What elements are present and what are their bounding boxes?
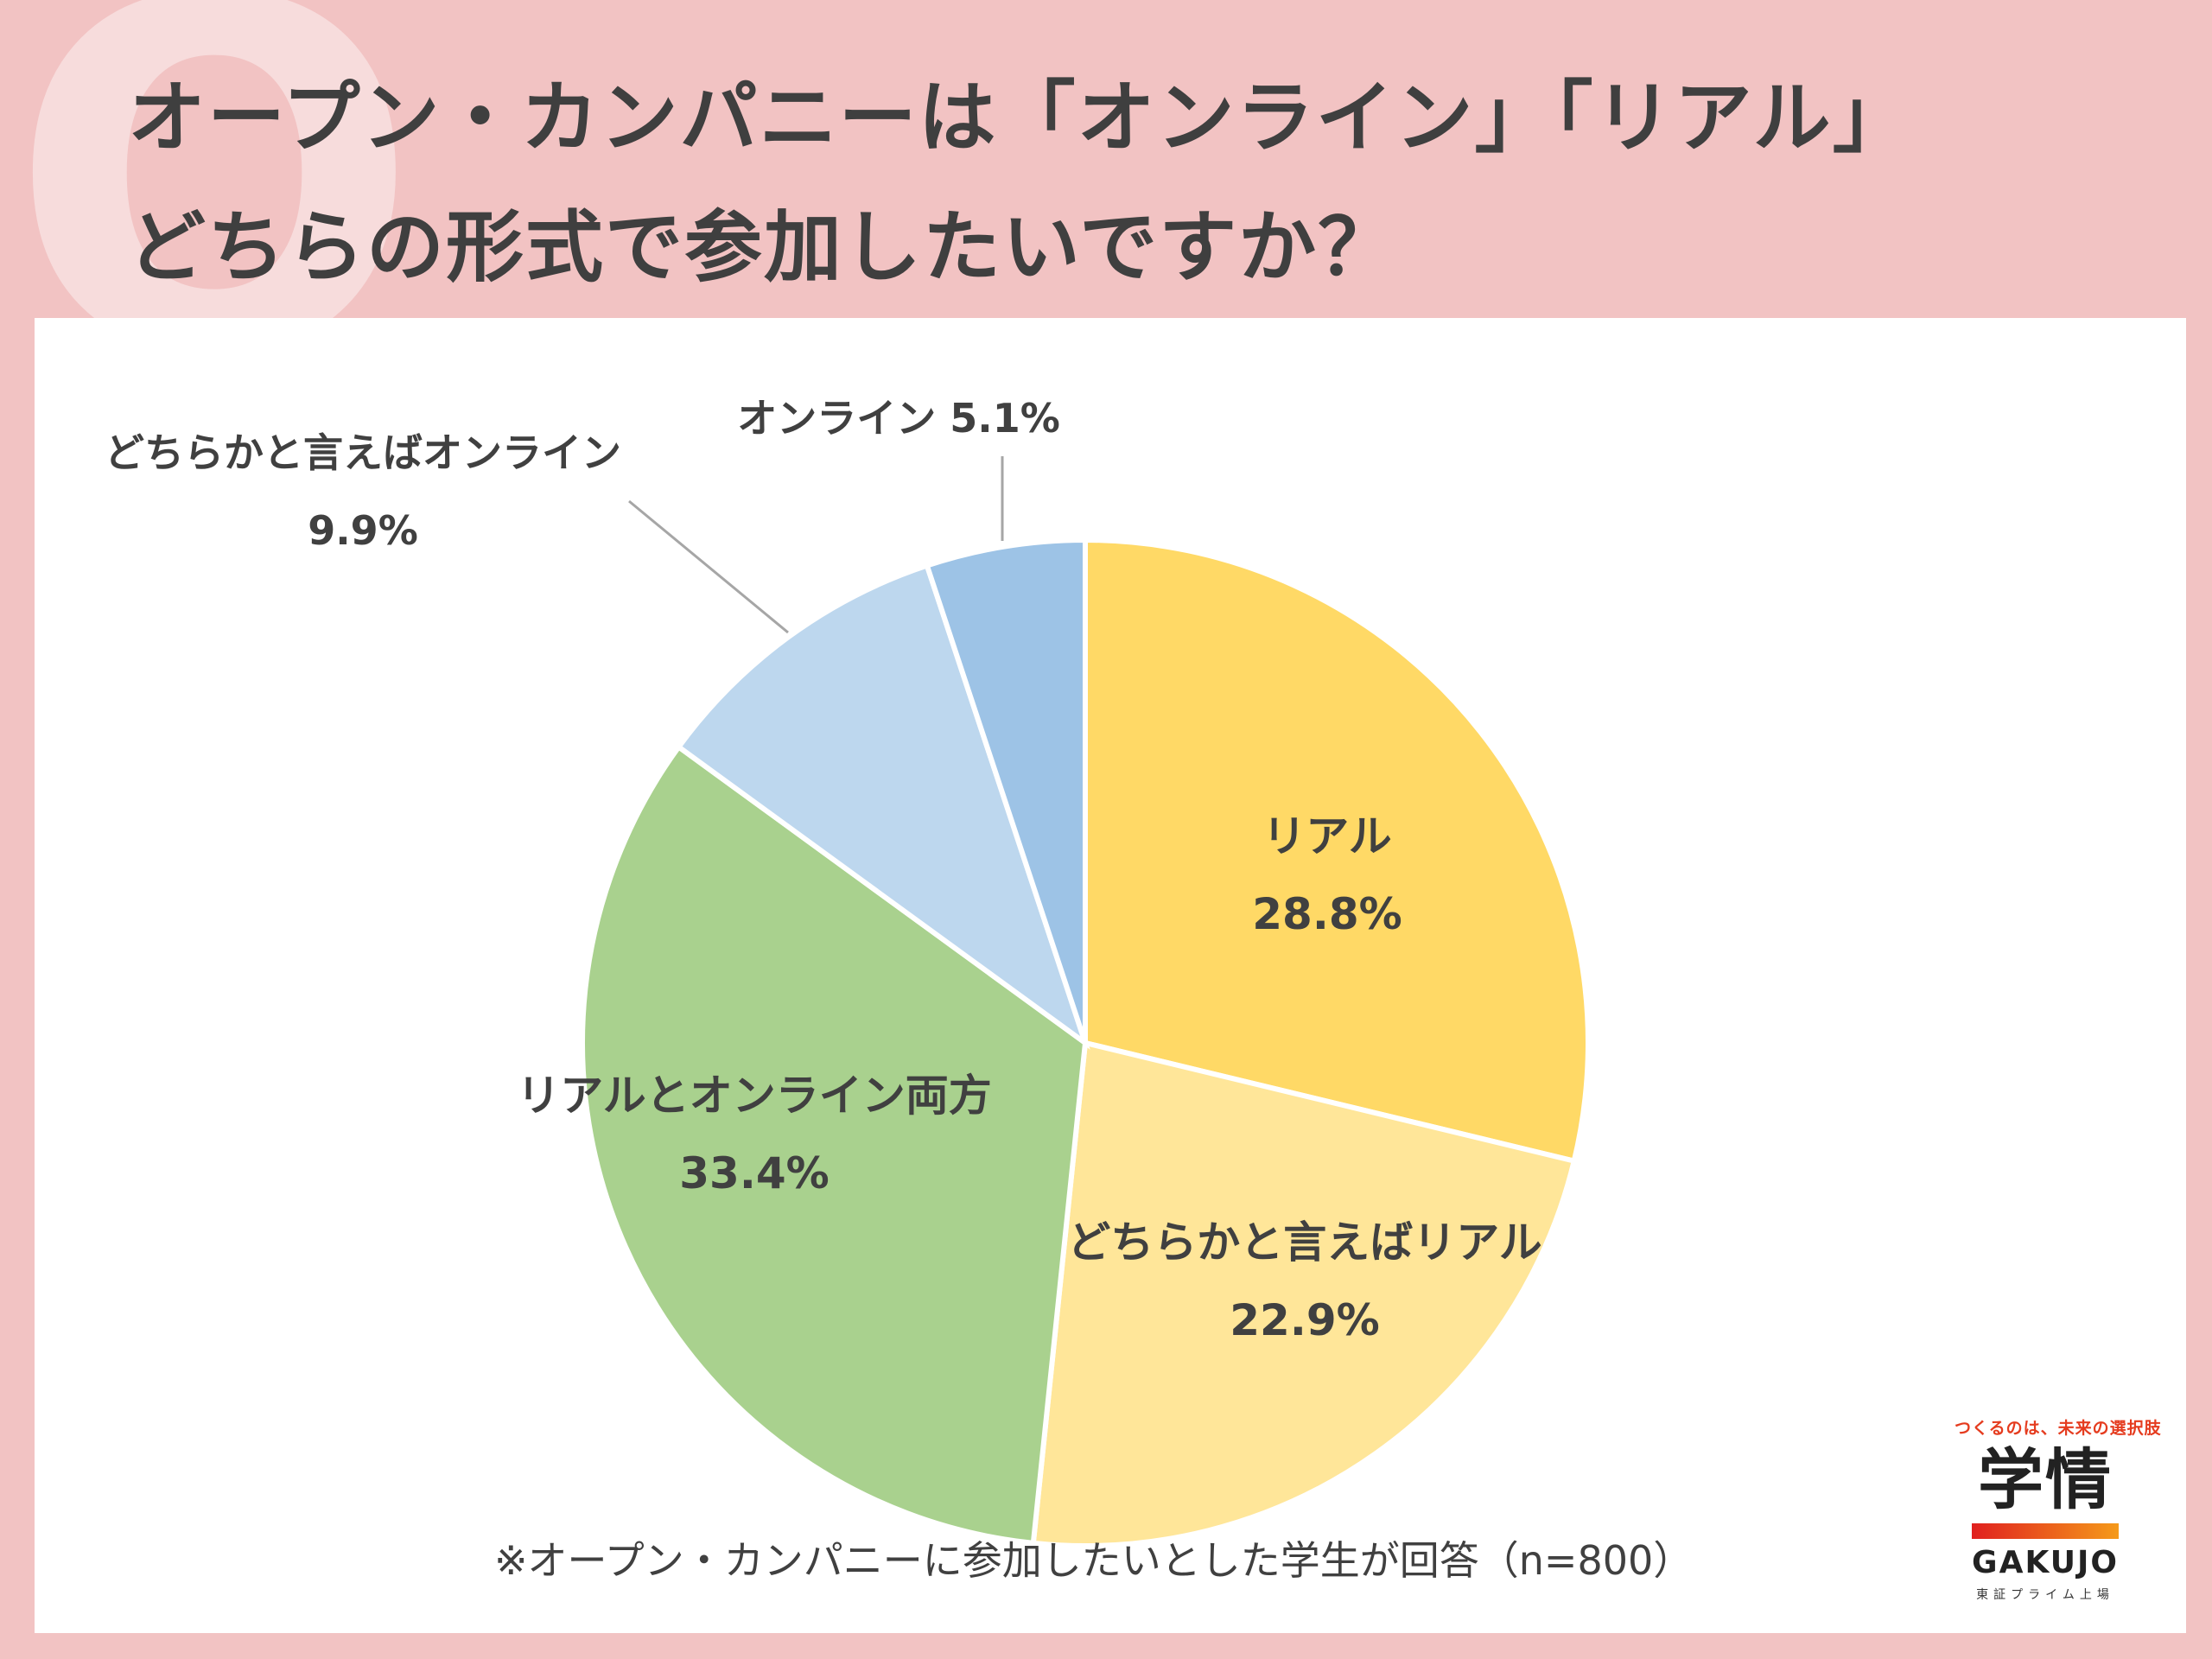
slice-value-4: 9.9%	[308, 507, 418, 554]
logo-kanji: 学情	[1978, 1441, 2113, 1518]
slice-label-2: どちらかと言えばリアル	[1067, 1217, 1542, 1268]
logo-bar	[1972, 1523, 2119, 1539]
slice-label-1: リアル	[1262, 811, 1392, 861]
gakujo-logo: つくるのは、未来の選択肢 学情 GAKUJO 東証プライム上場	[1955, 1415, 2162, 1603]
slice-value-1: 28.8%	[1252, 889, 1402, 939]
page-title: オープン・カンパニーは「オンライン」「リアル」 どちらの形式で参加したいですか？	[128, 54, 2115, 313]
footnote: ※オープン・カンパニーに参加したいとした学生が回答（n=800）	[494, 1537, 1694, 1584]
slice-label-3: リアルとオンライン両方	[517, 1071, 992, 1121]
slice-label-4: どちらかと言えばオンライン	[105, 429, 621, 476]
pie-slice-5	[924, 537, 1088, 1044]
pie-slice-4	[675, 562, 1090, 1050]
logo-brand: GAKUJO	[1972, 1545, 2119, 1580]
slice-value-2: 22.9%	[1230, 1295, 1379, 1345]
slice-label-5: オンライン 5.1%	[737, 395, 1060, 442]
pie-slice-3	[580, 743, 1089, 1547]
logo-tagline: つくるのは、未来の選択肢	[1955, 1419, 2162, 1438]
pie-slice-1	[1083, 537, 1592, 1165]
logo-subtext: 東証プライム上場	[1976, 1588, 2114, 1602]
title-line-1: オープン・カンパニーは「オンライン」「リアル」	[128, 73, 1912, 163]
title-line-2: どちらの形式で参加したいですか？	[128, 202, 1398, 293]
pie-slice-2	[1030, 1039, 1578, 1548]
leader-line-4	[628, 499, 789, 634]
slice-value-3: 33.4%	[679, 1148, 829, 1198]
